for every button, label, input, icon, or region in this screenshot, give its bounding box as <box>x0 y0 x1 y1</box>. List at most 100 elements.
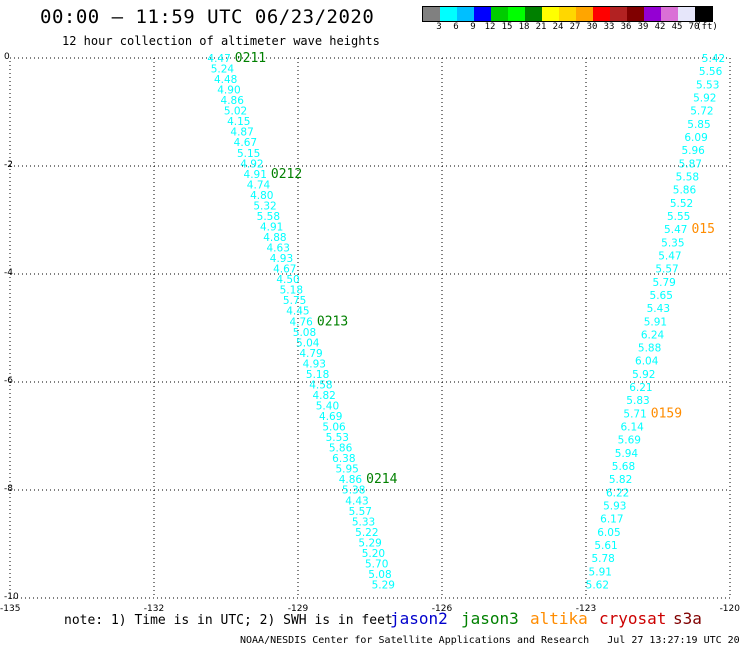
wave-height-colorbar <box>422 6 713 22</box>
swh-value: 6.24 <box>641 329 665 341</box>
swh-value: 5.29 <box>358 537 381 549</box>
colorbar-label: 24 <box>552 22 564 32</box>
swh-value: 5.88 <box>638 343 661 355</box>
swh-value: 5.92 <box>693 92 716 104</box>
swh-value: 5.86 <box>673 185 697 197</box>
swh-value: 5.52 <box>670 198 693 210</box>
swh-value: 5.57 <box>349 506 372 518</box>
swh-value: 4.69 <box>319 411 342 423</box>
swh-value: 5.42 <box>702 53 725 65</box>
units-note: note: 1) Time is in UTC; 2) SWH is in fe… <box>64 613 393 628</box>
swh-value: 4.90 <box>217 85 240 97</box>
colorbar-swatch-4 <box>491 7 508 21</box>
swh-value: 5.62 <box>586 580 609 592</box>
swh-value: 4.47 <box>207 53 230 65</box>
swh-value: 5.38 <box>342 485 365 497</box>
y-tick-label: -10 <box>4 592 19 602</box>
swh-value: 5.47 <box>664 224 687 236</box>
swh-value: 5.87 <box>679 158 702 170</box>
legend-jason2: jason2 <box>390 609 448 628</box>
swh-value: 4.86 <box>221 95 245 107</box>
swh-value: 4.91 <box>260 221 283 233</box>
colorbar-swatch-16 <box>695 7 712 21</box>
colorbar-label: 15 <box>501 22 513 32</box>
swh-value: 5.91 <box>644 316 667 328</box>
swh-value: 5.22 <box>355 527 378 539</box>
swh-value: 5.08 <box>368 569 391 581</box>
colorbar-swatch-11 <box>610 7 627 21</box>
swh-value: 5.53 <box>326 432 349 444</box>
swh-value: 5.06 <box>322 422 346 434</box>
colorbar-swatch-9 <box>576 7 593 21</box>
swh-value: 5.18 <box>280 285 303 297</box>
swh-value: 6.17 <box>600 514 623 526</box>
swh-value: 4.67 <box>234 137 257 149</box>
swh-value: 4.58 <box>309 379 332 391</box>
swh-value: 4.92 <box>240 158 263 170</box>
swh-value: 5.04 <box>296 337 320 349</box>
swh-value: 5.72 <box>690 106 713 118</box>
x-tick-label: -123 <box>576 604 596 614</box>
colorbar-label: 42 <box>654 22 666 32</box>
swh-value: 6.04 <box>635 356 659 368</box>
colorbar-swatch-15 <box>678 7 695 21</box>
legend-jason3: jason3 <box>461 609 519 628</box>
swh-value: 5.83 <box>626 395 649 407</box>
pass-time-label: 0212 <box>271 167 302 182</box>
y-tick-label: -4 <box>4 268 13 278</box>
swh-value: 5.24 <box>211 64 235 76</box>
credit-footer: NOAA/NESDIS Center for Satellite Applica… <box>240 635 740 646</box>
legend-s3a: s3a <box>673 609 702 628</box>
swh-value: 5.82 <box>609 474 632 486</box>
colorbar-label: 45 <box>671 22 683 32</box>
swh-value: 6.14 <box>620 422 644 434</box>
colorbar-swatch-10 <box>593 7 610 21</box>
map-title: 00:00 – 11:59 UTC 06/23/2020 <box>40 6 375 28</box>
swh-value: 5.35 <box>661 237 684 249</box>
colorbar-label: 21 <box>535 22 547 32</box>
swh-value: 4.76 <box>289 316 313 328</box>
swh-value: 5.58 <box>257 211 280 223</box>
swh-value: 5.65 <box>650 290 673 302</box>
swh-value: 5.93 <box>603 501 626 513</box>
swh-value: 4.80 <box>250 190 273 202</box>
swh-value: 5.43 <box>647 303 670 315</box>
swh-value: 5.47 <box>658 250 681 262</box>
swh-value: 4.87 <box>230 127 253 139</box>
swh-value: 5.78 <box>591 553 614 565</box>
swh-value: 4.67 <box>273 264 296 276</box>
pass-time-label: 0211 <box>235 51 266 66</box>
swh-value: 5.20 <box>362 548 385 560</box>
swh-value: 4.45 <box>286 306 309 318</box>
swh-value: 5.02 <box>224 106 247 118</box>
pass-time-label: 0214 <box>366 472 397 487</box>
colorbar-label: 12 <box>484 22 496 32</box>
map-frame <box>9 57 731 599</box>
colorbar-swatch-5 <box>508 7 525 21</box>
swh-value: 5.33 <box>352 516 375 528</box>
swh-value: 6.22 <box>606 487 629 499</box>
swh-value: 5.85 <box>687 119 710 131</box>
swh-value: 4.86 <box>339 474 363 486</box>
swh-value: 5.70 <box>365 558 388 570</box>
swh-value: 5.75 <box>283 295 306 307</box>
swh-value: 5.79 <box>652 277 675 289</box>
pass-time-label: 0213 <box>317 314 348 329</box>
swh-value: 4.79 <box>299 348 322 360</box>
x-tick-label: -126 <box>432 604 453 614</box>
x-tick-label: -135 <box>0 604 20 614</box>
swh-value: 5.61 <box>594 540 617 552</box>
swh-value: 5.53 <box>696 79 719 91</box>
swh-value: 5.94 <box>615 448 639 460</box>
swh-value: 4.82 <box>312 390 335 402</box>
swh-value: 4.15 <box>227 116 250 128</box>
colorbar-label: (ft) <box>696 22 718 32</box>
swh-value: 4.88 <box>263 232 286 244</box>
swh-value: 4.93 <box>303 358 326 370</box>
swh-value: 5.32 <box>253 200 276 212</box>
swh-value: 5.95 <box>335 464 358 476</box>
swh-value: 4.63 <box>267 243 290 255</box>
colorbar-swatch-6 <box>525 7 542 21</box>
y-tick-label: -8 <box>4 484 13 494</box>
